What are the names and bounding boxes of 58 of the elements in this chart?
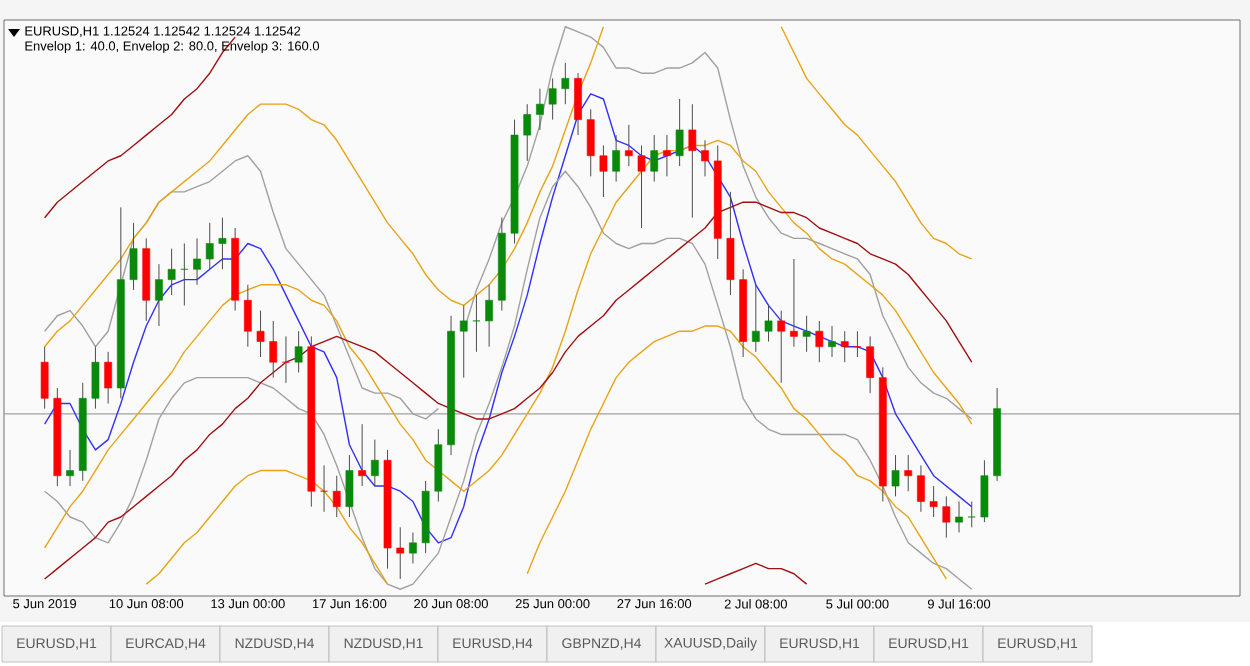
candlestick xyxy=(917,464,925,513)
candlestick xyxy=(929,485,938,518)
candlestick xyxy=(193,237,201,286)
candlestick xyxy=(790,258,798,348)
candlestick xyxy=(370,439,379,487)
candlestick xyxy=(751,284,760,353)
candlestick xyxy=(155,263,163,327)
candlestick xyxy=(523,103,532,162)
candlestick xyxy=(663,134,671,177)
candlestick xyxy=(434,428,443,503)
candlestick xyxy=(256,310,265,358)
candlestick xyxy=(66,449,74,487)
candlestick xyxy=(409,531,417,564)
candlestick xyxy=(764,304,773,343)
candlestick xyxy=(205,222,214,270)
candlestick xyxy=(955,501,963,533)
candlestick xyxy=(777,310,786,384)
candlestick xyxy=(358,423,366,487)
candlestick xyxy=(536,88,544,131)
candlestick xyxy=(675,98,684,167)
candlestick xyxy=(561,62,570,105)
candlestick xyxy=(967,501,976,528)
candlestick xyxy=(129,222,138,291)
candlestick xyxy=(396,526,405,580)
candlestick xyxy=(548,77,557,121)
candlestick xyxy=(726,191,735,296)
candlestick xyxy=(167,248,176,296)
candlestick xyxy=(637,144,646,229)
candlestick xyxy=(942,495,951,539)
candlestick xyxy=(269,320,278,379)
candlestick xyxy=(586,108,595,177)
candlestick xyxy=(345,454,354,518)
candlestick xyxy=(574,72,582,136)
candlestick xyxy=(459,304,468,379)
candlestick xyxy=(332,475,341,518)
candlestick xyxy=(688,103,697,219)
candlestick xyxy=(701,139,709,177)
candlestick xyxy=(624,124,633,167)
candlestick xyxy=(40,346,49,410)
candlestick xyxy=(815,320,824,363)
candlestick xyxy=(612,134,620,183)
candlestick xyxy=(599,144,608,198)
candlestick xyxy=(91,346,100,410)
candlestick xyxy=(104,351,112,404)
candlestick xyxy=(904,454,913,492)
candlestick xyxy=(840,330,849,363)
candlestick xyxy=(472,294,481,353)
candlestick xyxy=(243,284,252,348)
candlestick xyxy=(980,459,989,523)
candlestick xyxy=(218,217,227,270)
candlestick xyxy=(294,330,303,374)
candlestick xyxy=(485,284,493,348)
candlestick xyxy=(320,464,328,513)
candlestick xyxy=(891,454,900,497)
candlestick xyxy=(828,325,836,358)
candlestick xyxy=(866,335,874,394)
candlestick xyxy=(802,315,811,353)
candlestick xyxy=(650,134,659,183)
